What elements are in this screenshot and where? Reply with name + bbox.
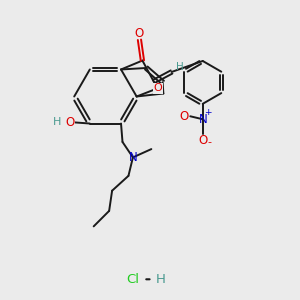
Text: +: +: [204, 108, 212, 117]
Text: O: O: [135, 27, 144, 40]
Text: O: O: [179, 110, 188, 123]
Text: O: O: [65, 116, 74, 128]
Text: H: H: [155, 273, 165, 286]
Text: Cl: Cl: [126, 273, 139, 286]
Text: H: H: [53, 117, 61, 127]
Text: N: N: [128, 151, 137, 164]
Text: N: N: [198, 113, 207, 126]
Text: O: O: [198, 134, 207, 147]
Text: O: O: [154, 83, 162, 93]
Text: H: H: [176, 61, 183, 72]
Text: -: -: [207, 137, 211, 147]
